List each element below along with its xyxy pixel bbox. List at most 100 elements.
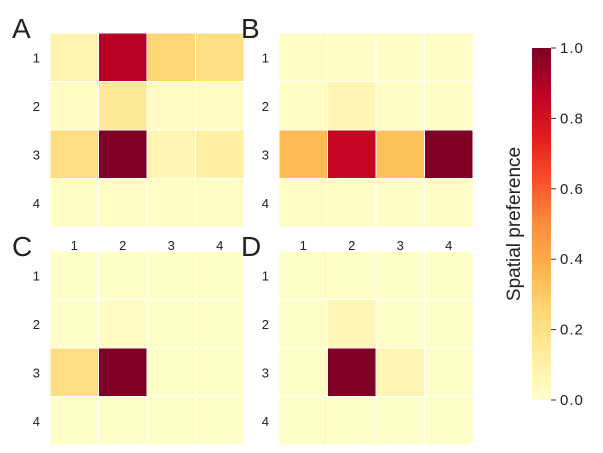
heatmap-cell [375, 129, 425, 179]
row-tick-label: 3 [262, 365, 269, 380]
colorbar-tick-label: 0.6 [560, 181, 584, 198]
heatmap-cell [375, 32, 425, 82]
panel-letter: A [12, 13, 31, 44]
heatmap-cell [98, 396, 148, 446]
heatmap-panel-c: C12341234 [12, 231, 245, 446]
heatmap-cell [195, 396, 245, 446]
heatmap-cell [424, 81, 474, 131]
heatmap-cell [424, 32, 474, 82]
heatmap-cell [327, 178, 377, 228]
row-tick-label: 4 [262, 196, 269, 211]
heatmap-cell [146, 250, 196, 300]
heatmap-cell [98, 129, 148, 179]
row-tick-label: 3 [33, 365, 40, 380]
colorbar-ticks: 0.0 0.2 0.4 0.6 0.8 1.0 [551, 40, 584, 409]
colorbar-tick-label: 0.8 [560, 110, 584, 127]
row-tick-label: 1 [262, 268, 269, 283]
heatmap-cell [49, 347, 99, 397]
heatmap-cell [327, 250, 377, 300]
heatmap-cell [98, 32, 148, 82]
heatmap-cell [375, 396, 425, 446]
row-tick-label: 4 [33, 414, 40, 429]
colorbar-tick-label: 0.0 [560, 392, 584, 409]
colorbar-tick-label: 1.0 [560, 40, 584, 57]
heatmap-cell [327, 347, 377, 397]
heatmap-cell [195, 178, 245, 228]
row-tick-label: 3 [33, 147, 40, 162]
heatmap-cell [195, 32, 245, 82]
panel-letter: D [241, 231, 261, 262]
heatmap-cell [424, 250, 474, 300]
heatmap-cell [375, 178, 425, 228]
heatmap-cell [49, 81, 99, 131]
heatmap-cell [327, 32, 377, 82]
col-tick-label: 3 [168, 238, 175, 253]
heatmap-cell [146, 396, 196, 446]
colorbar-tick-label: 0.2 [560, 322, 584, 339]
heatmap-cell [146, 347, 196, 397]
heatmap-cell [146, 178, 196, 228]
colorbar-tick-label: 0.4 [560, 251, 584, 268]
heatmap-cell [146, 81, 196, 131]
heatmap-cell [375, 250, 425, 300]
row-tick-label: 2 [262, 99, 269, 114]
heatmap-cell [278, 250, 328, 300]
heatmap-cell [146, 32, 196, 82]
row-tick-label: 2 [262, 317, 269, 332]
row-tick-label: 1 [33, 50, 40, 65]
heatmap-cell [146, 299, 196, 349]
heatmap-cell [327, 129, 377, 179]
heatmap-cell [195, 299, 245, 349]
col-tick-label: 1 [300, 238, 307, 253]
heatmap-cell [327, 81, 377, 131]
heatmap-cell [195, 129, 245, 179]
panel-letter: B [241, 13, 260, 44]
heatmap-cell [49, 129, 99, 179]
heatmap-cell [278, 299, 328, 349]
heatmap-cell [98, 250, 148, 300]
heatmap-cell [278, 129, 328, 179]
panel-letter: C [12, 231, 32, 262]
col-tick-label: 3 [397, 238, 404, 253]
heatmap-cell [327, 299, 377, 349]
col-tick-label: 1 [71, 238, 78, 253]
heatmap-cell [424, 178, 474, 228]
heatmap-cell [146, 129, 196, 179]
heatmap-cell [195, 81, 245, 131]
heatmap-panel-d: D12341234 [241, 231, 474, 446]
colorbar-label: Spatial preference [504, 147, 525, 301]
heatmap-cell [49, 396, 99, 446]
heatmap-cell [49, 250, 99, 300]
col-tick-label: 2 [348, 238, 355, 253]
row-tick-label: 4 [33, 196, 40, 211]
heatmap-cell [49, 178, 99, 228]
colorbar-gradient [532, 48, 551, 400]
heatmap-cell [327, 396, 377, 446]
heatmap-cell [424, 129, 474, 179]
heatmap-cell [195, 250, 245, 300]
heatmap-cell [278, 178, 328, 228]
heatmap-cell [278, 81, 328, 131]
heatmap-cell [195, 347, 245, 397]
heatmap-cell [98, 178, 148, 228]
heatmap-cell [98, 81, 148, 131]
heatmap-cell [49, 32, 99, 82]
heatmap-cell [49, 299, 99, 349]
heatmap-cell [424, 347, 474, 397]
col-tick-label: 4 [445, 238, 452, 253]
heatmap-cell [424, 396, 474, 446]
heatmap-cell [278, 32, 328, 82]
heatmap-panels: A12341234B12341234C12341234D12341234 [12, 13, 474, 446]
heatmap-cell [278, 396, 328, 446]
heatmap-cell [98, 299, 148, 349]
row-tick-label: 2 [33, 317, 40, 332]
colorbar: 0.0 0.2 0.4 0.6 0.8 1.0 Spatial preference [504, 40, 584, 409]
heatmap-cell [98, 347, 148, 397]
heatmap-cell [375, 347, 425, 397]
row-tick-label: 4 [262, 414, 269, 429]
row-tick-label: 3 [262, 147, 269, 162]
row-tick-label: 1 [33, 268, 40, 283]
